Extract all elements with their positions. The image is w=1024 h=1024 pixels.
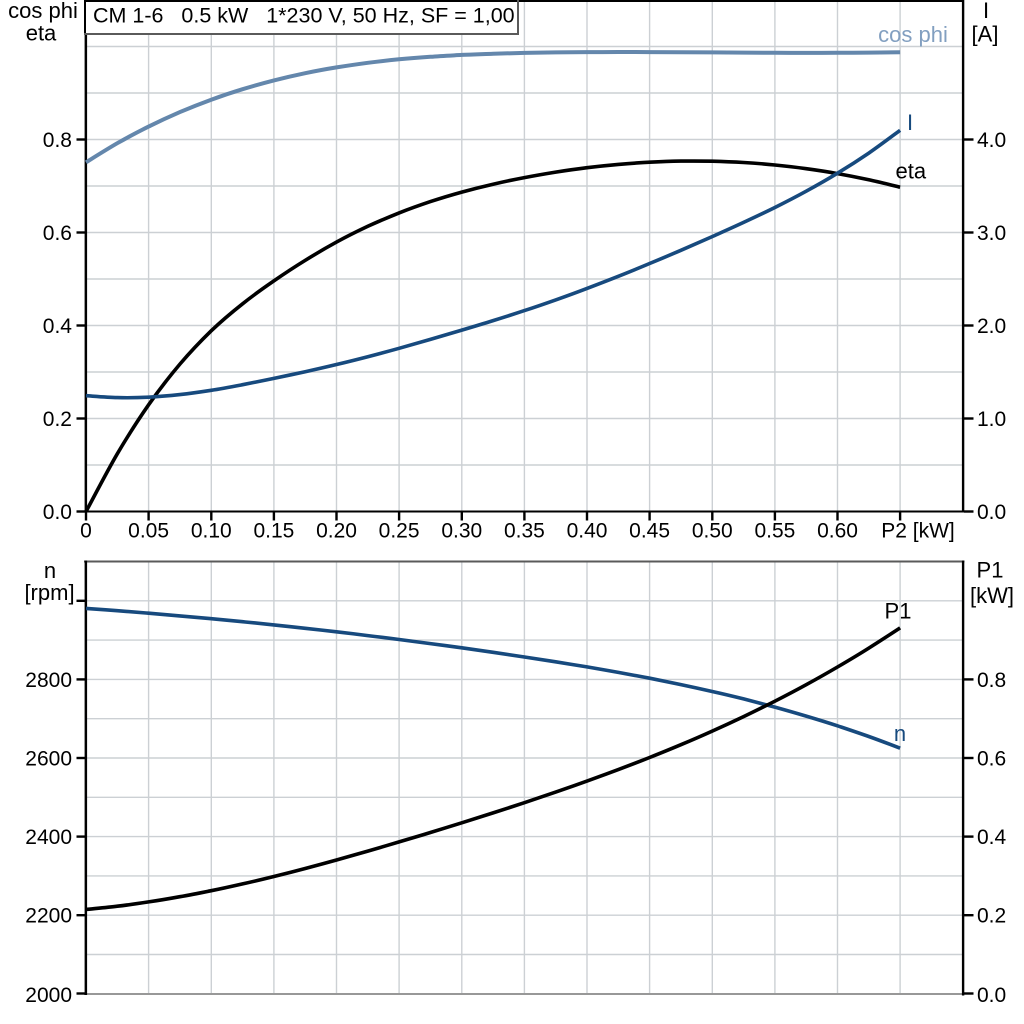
svg-text:0.40: 0.40 bbox=[567, 520, 608, 543]
svg-text:0.8: 0.8 bbox=[977, 669, 1006, 692]
svg-text:P1: P1 bbox=[885, 599, 912, 624]
svg-text:2600: 2600 bbox=[25, 748, 72, 771]
svg-text:2200: 2200 bbox=[25, 905, 72, 928]
svg-text:0: 0 bbox=[80, 520, 92, 543]
svg-text:CM 1-6 0.5 kW 1*230 V, 50: CM 1-6 0.5 kW 1*230 V, 50 Hz, SF = 1,00 bbox=[93, 4, 515, 28]
svg-text:4.0: 4.0 bbox=[977, 129, 1006, 152]
svg-text:0.20: 0.20 bbox=[316, 520, 357, 543]
svg-text:0.60: 0.60 bbox=[817, 520, 858, 543]
svg-text:0.6: 0.6 bbox=[43, 222, 72, 245]
svg-text:0.6: 0.6 bbox=[977, 748, 1006, 771]
svg-text:0.50: 0.50 bbox=[692, 520, 733, 543]
svg-text:0.2: 0.2 bbox=[43, 408, 72, 431]
svg-text:cos phi: cos phi bbox=[8, 0, 78, 23]
svg-text:0.30: 0.30 bbox=[441, 520, 482, 543]
svg-text:[rpm]: [rpm] bbox=[24, 580, 74, 605]
svg-text:eta: eta bbox=[896, 159, 927, 184]
svg-text:P1: P1 bbox=[977, 558, 1004, 583]
svg-text:0.05: 0.05 bbox=[128, 520, 169, 543]
svg-text:0.15: 0.15 bbox=[253, 520, 294, 543]
svg-text:0.0: 0.0 bbox=[977, 984, 1006, 1007]
svg-text:n: n bbox=[44, 558, 56, 583]
svg-text:0.8: 0.8 bbox=[43, 129, 72, 152]
svg-text:cos phi: cos phi bbox=[878, 22, 948, 47]
svg-text:2800: 2800 bbox=[25, 669, 72, 692]
svg-text:2000: 2000 bbox=[25, 984, 72, 1007]
svg-text:[kW]: [kW] bbox=[970, 583, 1014, 608]
svg-text:1.0: 1.0 bbox=[977, 408, 1006, 431]
svg-text:I: I bbox=[983, 0, 989, 23]
svg-text:0.10: 0.10 bbox=[191, 520, 232, 543]
svg-text:2.0: 2.0 bbox=[977, 315, 1006, 338]
svg-text:0.45: 0.45 bbox=[629, 520, 670, 543]
svg-text:2400: 2400 bbox=[25, 826, 72, 849]
svg-text:0.2: 0.2 bbox=[977, 905, 1006, 928]
svg-text:0.35: 0.35 bbox=[504, 520, 545, 543]
svg-text:0.0: 0.0 bbox=[43, 501, 72, 524]
svg-text:0.55: 0.55 bbox=[754, 520, 795, 543]
svg-text:0.4: 0.4 bbox=[977, 826, 1007, 849]
svg-text:0.4: 0.4 bbox=[43, 315, 73, 338]
svg-text:I: I bbox=[907, 110, 913, 135]
svg-text:eta: eta bbox=[26, 21, 57, 46]
svg-text:0.0: 0.0 bbox=[977, 501, 1006, 524]
svg-text:[A]: [A] bbox=[972, 22, 999, 47]
svg-text:3.0: 3.0 bbox=[977, 222, 1006, 245]
svg-text:n: n bbox=[894, 721, 906, 746]
svg-text:0.25: 0.25 bbox=[379, 520, 420, 543]
svg-text:P2 [kW]: P2 [kW] bbox=[881, 520, 955, 543]
